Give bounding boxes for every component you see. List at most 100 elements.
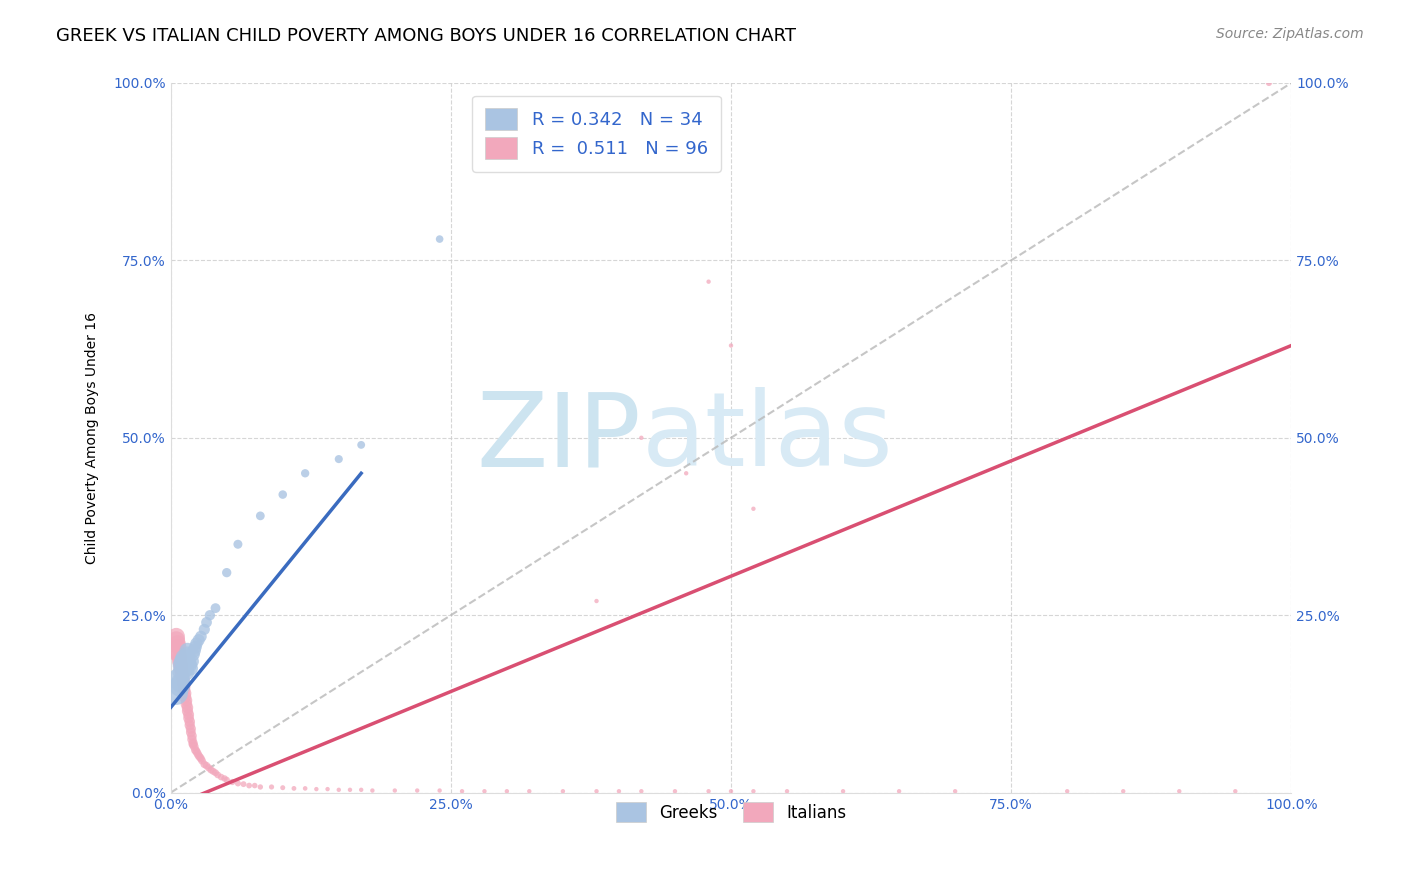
Point bbox=[226, 537, 249, 551]
Point bbox=[170, 657, 193, 672]
Point bbox=[179, 718, 201, 732]
Point bbox=[271, 487, 294, 501]
Point bbox=[176, 647, 198, 661]
Point bbox=[176, 693, 198, 707]
Point bbox=[186, 637, 208, 651]
Point bbox=[517, 784, 540, 798]
Point bbox=[742, 501, 765, 516]
Point bbox=[697, 275, 720, 289]
Point bbox=[283, 781, 305, 796]
Point bbox=[238, 779, 260, 793]
Point bbox=[215, 566, 238, 580]
Point bbox=[174, 690, 197, 704]
Point bbox=[183, 739, 205, 754]
Point bbox=[174, 661, 197, 675]
Point bbox=[190, 630, 212, 644]
Point bbox=[832, 784, 855, 798]
Point bbox=[195, 758, 218, 772]
Point bbox=[179, 714, 201, 729]
Point bbox=[163, 643, 186, 657]
Point bbox=[176, 700, 198, 714]
Point bbox=[181, 729, 204, 743]
Point bbox=[406, 783, 429, 797]
Point bbox=[173, 650, 195, 665]
Point bbox=[181, 654, 204, 668]
Point bbox=[169, 654, 191, 668]
Point bbox=[384, 783, 406, 797]
Point bbox=[172, 675, 194, 690]
Point bbox=[429, 232, 451, 246]
Point bbox=[204, 765, 226, 780]
Point bbox=[181, 732, 204, 747]
Text: atlas: atlas bbox=[641, 387, 893, 488]
Point bbox=[176, 704, 198, 718]
Point bbox=[173, 679, 195, 693]
Point bbox=[170, 657, 193, 672]
Point bbox=[328, 452, 350, 467]
Point bbox=[305, 782, 328, 797]
Point bbox=[339, 782, 361, 797]
Point bbox=[188, 750, 211, 764]
Point bbox=[170, 668, 193, 682]
Legend: Greeks, Italians: Greeks, Italians bbox=[605, 790, 858, 834]
Point bbox=[202, 764, 225, 779]
Point bbox=[167, 647, 190, 661]
Point bbox=[181, 736, 204, 750]
Point bbox=[169, 650, 191, 665]
Point bbox=[429, 783, 451, 797]
Point bbox=[180, 661, 202, 675]
Point bbox=[169, 679, 191, 693]
Point bbox=[177, 654, 200, 668]
Point bbox=[1056, 784, 1078, 798]
Point bbox=[170, 661, 193, 675]
Point bbox=[166, 637, 188, 651]
Point bbox=[170, 675, 193, 690]
Point bbox=[361, 783, 384, 797]
Point bbox=[209, 770, 232, 784]
Point bbox=[328, 782, 350, 797]
Point bbox=[1112, 784, 1135, 798]
Point bbox=[294, 467, 316, 481]
Point bbox=[232, 777, 254, 791]
Point bbox=[207, 768, 229, 782]
Point bbox=[172, 672, 194, 686]
Point bbox=[249, 780, 271, 794]
Point bbox=[271, 780, 294, 795]
Point bbox=[451, 784, 474, 798]
Point bbox=[214, 772, 236, 786]
Point bbox=[184, 743, 207, 757]
Point bbox=[720, 338, 742, 352]
Point bbox=[1225, 784, 1247, 798]
Point bbox=[197, 761, 219, 775]
Point bbox=[697, 784, 720, 798]
Point bbox=[167, 672, 190, 686]
Point bbox=[221, 775, 243, 789]
Point bbox=[316, 782, 339, 797]
Point bbox=[174, 686, 197, 700]
Point bbox=[180, 725, 202, 739]
Point bbox=[260, 780, 283, 794]
Point bbox=[184, 640, 207, 655]
Point bbox=[249, 508, 271, 523]
Point bbox=[181, 647, 204, 661]
Point bbox=[664, 784, 686, 798]
Point bbox=[170, 665, 193, 679]
Point bbox=[176, 643, 198, 657]
Point bbox=[176, 665, 198, 679]
Point bbox=[474, 784, 496, 798]
Point bbox=[187, 633, 209, 648]
Point bbox=[165, 686, 187, 700]
Point bbox=[943, 784, 966, 798]
Point bbox=[294, 781, 316, 796]
Point bbox=[226, 776, 249, 790]
Point bbox=[585, 594, 607, 608]
Point bbox=[350, 782, 373, 797]
Point bbox=[177, 711, 200, 725]
Point bbox=[193, 757, 215, 772]
Point bbox=[177, 707, 200, 722]
Point bbox=[183, 643, 205, 657]
Point bbox=[179, 657, 201, 672]
Point bbox=[165, 633, 187, 648]
Point bbox=[1168, 784, 1191, 798]
Point bbox=[172, 654, 194, 668]
